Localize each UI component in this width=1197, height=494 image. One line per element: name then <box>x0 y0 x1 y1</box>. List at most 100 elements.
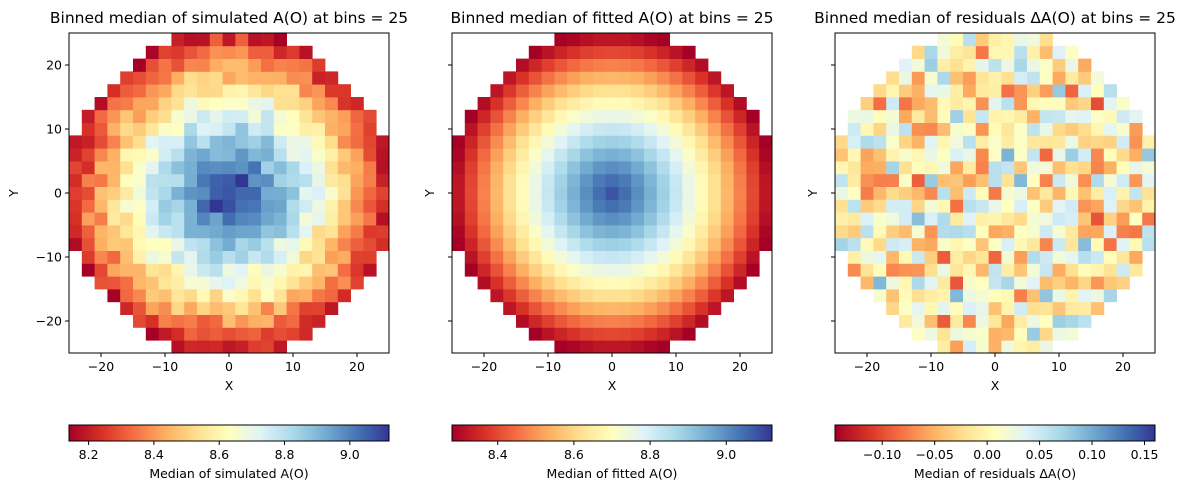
heatmap-cell <box>886 212 900 226</box>
heatmap-cell <box>528 186 542 200</box>
heatmap-cell <box>554 109 568 123</box>
heatmap-cell <box>516 122 530 136</box>
heatmap-cell <box>618 148 632 162</box>
heatmap-cell <box>873 148 887 162</box>
heatmap-cell <box>503 71 517 85</box>
heatmap-cell <box>312 84 326 98</box>
heatmap-cell <box>605 301 619 315</box>
heatmap-cell <box>337 237 351 251</box>
heatmap-cell <box>911 97 925 111</box>
colorbar <box>69 425 389 441</box>
x-tick-label: 10 <box>668 359 684 374</box>
heatmap-cell <box>592 301 606 315</box>
heatmap-cell <box>847 173 861 187</box>
heatmap-cell <box>184 58 198 72</box>
heatmap-cell <box>937 327 951 341</box>
heatmap-cell <box>350 212 364 226</box>
heatmap-cell <box>184 186 198 200</box>
heatmap-cell <box>107 122 121 136</box>
heatmap-cell <box>950 276 964 290</box>
heatmap-cell <box>273 301 287 315</box>
heatmap-cell <box>1103 84 1117 98</box>
heatmap-cell <box>695 58 709 72</box>
heatmap-cell <box>197 148 211 162</box>
heatmap-cell <box>541 186 555 200</box>
heatmap-cell <box>528 58 542 72</box>
heatmap-cell <box>963 58 977 72</box>
heatmap-cell <box>644 340 658 354</box>
heatmap-cell <box>567 199 581 213</box>
heatmap-cell <box>120 237 134 251</box>
heatmap-cell <box>911 225 925 239</box>
heatmap-cell <box>631 71 645 85</box>
heatmap-cell <box>911 148 925 162</box>
heatmap-cell <box>733 199 747 213</box>
heatmap-cell <box>133 135 147 149</box>
heatmap-cell <box>937 301 951 315</box>
heatmap-cell <box>733 148 747 162</box>
heatmap-cell <box>312 173 326 187</box>
heatmap-cell <box>248 186 262 200</box>
heatmap-cell <box>171 45 185 59</box>
heatmap-cell <box>592 84 606 98</box>
heatmap-cell <box>1065 314 1079 328</box>
chart-title: Binned median of simulated A(O) at bins … <box>50 9 408 27</box>
heatmap-cell <box>988 340 1002 354</box>
heatmap-cell <box>541 173 555 187</box>
heatmap-cell <box>554 33 568 47</box>
heatmap-cell <box>541 71 555 85</box>
heatmap-cell <box>1091 237 1105 251</box>
heatmap-cell <box>1065 212 1079 226</box>
heatmap-cell <box>197 33 211 47</box>
heatmap-cell <box>580 327 594 341</box>
heatmap-cell <box>631 263 645 277</box>
heatmap-cell <box>605 45 619 59</box>
y-tick-label: −20 <box>36 314 62 329</box>
heatmap-cell <box>950 301 964 315</box>
x-tick-label: 20 <box>349 359 365 374</box>
heatmap-cell <box>1052 212 1066 226</box>
heatmap-cell <box>847 263 861 277</box>
heatmap-cell <box>1078 161 1092 175</box>
heatmap-cell <box>158 135 172 149</box>
heatmap-cell <box>924 84 938 98</box>
heatmap-cell <box>963 250 977 264</box>
heatmap-cell <box>682 327 696 341</box>
heatmap-cell <box>669 263 683 277</box>
heatmap-cell <box>120 135 134 149</box>
heatmap-cell <box>133 97 147 111</box>
colorbar-tick-label: 9.0 <box>340 447 360 462</box>
heatmap-cell <box>222 45 236 59</box>
heatmap-cell <box>94 135 108 149</box>
heatmap-cell <box>184 301 198 315</box>
heatmap-cell <box>1027 186 1041 200</box>
heatmap-cell <box>567 84 581 98</box>
heatmap-cell <box>69 161 83 175</box>
heatmap-cell <box>541 135 555 149</box>
heatmap-cell <box>1103 250 1117 264</box>
heatmap-cell <box>618 58 632 72</box>
heatmap-cell <box>312 199 326 213</box>
heatmap-cell <box>261 97 275 111</box>
heatmap-cell <box>363 225 377 239</box>
heatmap-cell <box>988 71 1002 85</box>
heatmap-cell <box>1039 263 1053 277</box>
x-tick-label: 10 <box>1051 359 1067 374</box>
heatmap-cell <box>937 97 951 111</box>
heatmap-cell <box>209 237 223 251</box>
heatmap-cell <box>669 173 683 187</box>
heatmap-cell <box>158 237 172 251</box>
heatmap-cell <box>618 301 632 315</box>
heatmap-cell <box>886 237 900 251</box>
heatmap-cell <box>222 148 236 162</box>
heatmap-cell <box>286 212 300 226</box>
heatmap-cell <box>720 97 734 111</box>
heatmap-cell <box>988 148 1002 162</box>
heatmap-cell <box>924 109 938 123</box>
heatmap-cells <box>69 33 390 354</box>
heatmap-cell <box>975 58 989 72</box>
heatmap-cell <box>554 84 568 98</box>
heatmap-cell <box>1129 173 1143 187</box>
heatmap-cell <box>184 289 198 303</box>
heatmap-cell <box>644 250 658 264</box>
